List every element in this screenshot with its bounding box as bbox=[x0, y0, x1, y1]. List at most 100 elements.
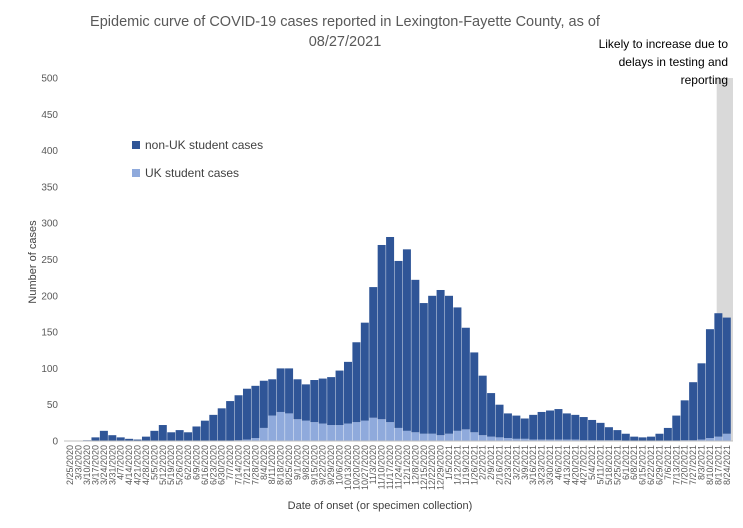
bar-non-uk-student bbox=[705, 329, 714, 439]
y-tick-label: 450 bbox=[41, 110, 58, 121]
bar-non-uk-student bbox=[647, 436, 656, 441]
x-tick-label: 2/16/2021 bbox=[495, 445, 505, 485]
bar-non-uk-student bbox=[125, 438, 134, 441]
bar-non-uk-student bbox=[226, 401, 235, 441]
bar-non-uk-student bbox=[588, 419, 597, 441]
bar-non-uk-student bbox=[689, 382, 698, 441]
bar-non-uk-student bbox=[562, 413, 571, 440]
bar-uk-student bbox=[503, 438, 512, 441]
bar-non-uk-student bbox=[503, 413, 512, 439]
bar-uk-student bbox=[537, 439, 546, 441]
x-tick-label: 2/2/2021 bbox=[478, 445, 488, 480]
bar-non-uk-student bbox=[453, 307, 462, 431]
bar-non-uk-student bbox=[436, 289, 445, 436]
bar-non-uk-student bbox=[310, 380, 319, 423]
bar-non-uk-student bbox=[276, 368, 285, 412]
x-tick-label: 11/24/2020 bbox=[394, 445, 404, 489]
bar-non-uk-student bbox=[386, 236, 395, 423]
x-tick-label: 9/8/2020 bbox=[301, 445, 311, 480]
bar-non-uk-student bbox=[133, 439, 142, 441]
bar-non-uk-student bbox=[722, 317, 731, 434]
y-tick-label: 0 bbox=[52, 437, 58, 448]
x-tick-label: 3/2/2021 bbox=[511, 445, 521, 480]
x-tick-label: 3/24/2020 bbox=[99, 445, 109, 485]
bar-uk-student bbox=[285, 413, 294, 441]
x-tick-label: 8/11/2020 bbox=[267, 445, 277, 484]
x-tick-label: 12/29/2020 bbox=[436, 445, 446, 490]
legend-swatch-uk bbox=[132, 169, 140, 177]
x-tick-label: 5/26/2020 bbox=[175, 445, 185, 485]
bar-uk-student bbox=[402, 430, 411, 441]
bar-uk-student bbox=[520, 438, 529, 441]
x-tick-label: 2/25/2020 bbox=[65, 445, 75, 485]
x-tick-label: 6/1/2021 bbox=[621, 445, 631, 480]
bar-non-uk-student bbox=[495, 404, 504, 438]
chart-title-line-2: 08/27/2021 bbox=[309, 34, 382, 50]
bar-non-uk-student bbox=[234, 395, 243, 441]
x-tick-label: 7/13/2021 bbox=[671, 445, 681, 485]
bar-uk-student bbox=[251, 438, 260, 441]
bar-uk-student bbox=[360, 420, 369, 441]
bar-non-uk-student bbox=[604, 427, 613, 441]
bar-uk-student bbox=[293, 419, 302, 441]
x-tick-label: 5/11/2021 bbox=[596, 445, 606, 484]
bar-uk-student bbox=[301, 420, 310, 441]
bar-non-uk-student bbox=[714, 313, 723, 437]
bar-non-uk-student bbox=[461, 327, 470, 430]
y-tick-label: 350 bbox=[41, 182, 58, 193]
y-tick-label: 200 bbox=[41, 291, 58, 302]
bar-non-uk-student bbox=[663, 427, 672, 441]
bar-non-uk-student bbox=[251, 385, 260, 439]
bars-layer bbox=[83, 236, 731, 441]
x-tick-label: 3/10/2020 bbox=[82, 445, 92, 485]
x-tick-label: 10/27/2020 bbox=[360, 445, 370, 490]
bar-non-uk-student bbox=[327, 377, 336, 426]
bar-non-uk-student bbox=[411, 279, 420, 433]
x-tick-label: 2/23/2021 bbox=[503, 445, 513, 485]
y-tick-label: 150 bbox=[41, 328, 58, 339]
x-tick-label: 6/8/2021 bbox=[629, 445, 639, 480]
bar-non-uk-student bbox=[99, 430, 108, 441]
y-tick-label: 100 bbox=[41, 364, 58, 375]
x-tick-label: 5/12/2020 bbox=[158, 445, 168, 485]
x-tick-label: 11/17/2020 bbox=[385, 445, 395, 489]
bar-uk-student bbox=[369, 417, 378, 441]
x-tick-label: 4/27/2021 bbox=[579, 445, 589, 485]
bar-non-uk-student bbox=[655, 433, 664, 441]
bar-uk-student bbox=[343, 423, 352, 441]
x-tick-label: 7/14/2020 bbox=[234, 445, 244, 485]
bar-non-uk-student bbox=[192, 426, 201, 441]
x-tick-label: 6/16/2020 bbox=[200, 445, 210, 485]
bar-non-uk-student bbox=[352, 342, 361, 423]
x-tick-label: 3/3/2020 bbox=[74, 445, 84, 480]
x-tick-label: 10/13/2020 bbox=[343, 445, 353, 490]
x-tick-label: 6/23/2020 bbox=[208, 445, 218, 485]
y-tick-label: 250 bbox=[41, 255, 58, 266]
bar-non-uk-student bbox=[259, 380, 268, 428]
bar-non-uk-student bbox=[242, 388, 251, 440]
bar-non-uk-student bbox=[108, 435, 117, 441]
bar-non-uk-student bbox=[613, 430, 622, 441]
bar-non-uk-student bbox=[285, 368, 294, 414]
x-tick-label: 7/27/2021 bbox=[688, 445, 698, 485]
bar-non-uk-student bbox=[377, 244, 386, 420]
bar-uk-student bbox=[722, 433, 731, 441]
x-tick-label: 1/5/2021 bbox=[444, 445, 454, 480]
bar-non-uk-student bbox=[571, 414, 580, 440]
bar-uk-student bbox=[512, 438, 521, 441]
x-tick-label: 6/2/2020 bbox=[183, 445, 193, 480]
y-tick-label: 50 bbox=[47, 400, 59, 411]
x-tick-label: 9/15/2020 bbox=[309, 445, 319, 485]
bar-non-uk-student bbox=[402, 249, 411, 431]
bar-non-uk-student bbox=[369, 287, 378, 418]
bar-uk-student bbox=[268, 415, 277, 441]
x-tick-label: 9/1/2020 bbox=[292, 445, 302, 480]
bar-uk-student bbox=[470, 432, 479, 441]
legend-label-uk: UK student cases bbox=[145, 166, 239, 180]
bar-uk-student bbox=[445, 433, 454, 441]
bar-uk-student bbox=[419, 433, 428, 441]
bar-non-uk-student bbox=[175, 430, 184, 441]
annotation-line-3: reporting bbox=[681, 73, 728, 87]
x-tick-label: 8/10/2021 bbox=[705, 445, 715, 485]
